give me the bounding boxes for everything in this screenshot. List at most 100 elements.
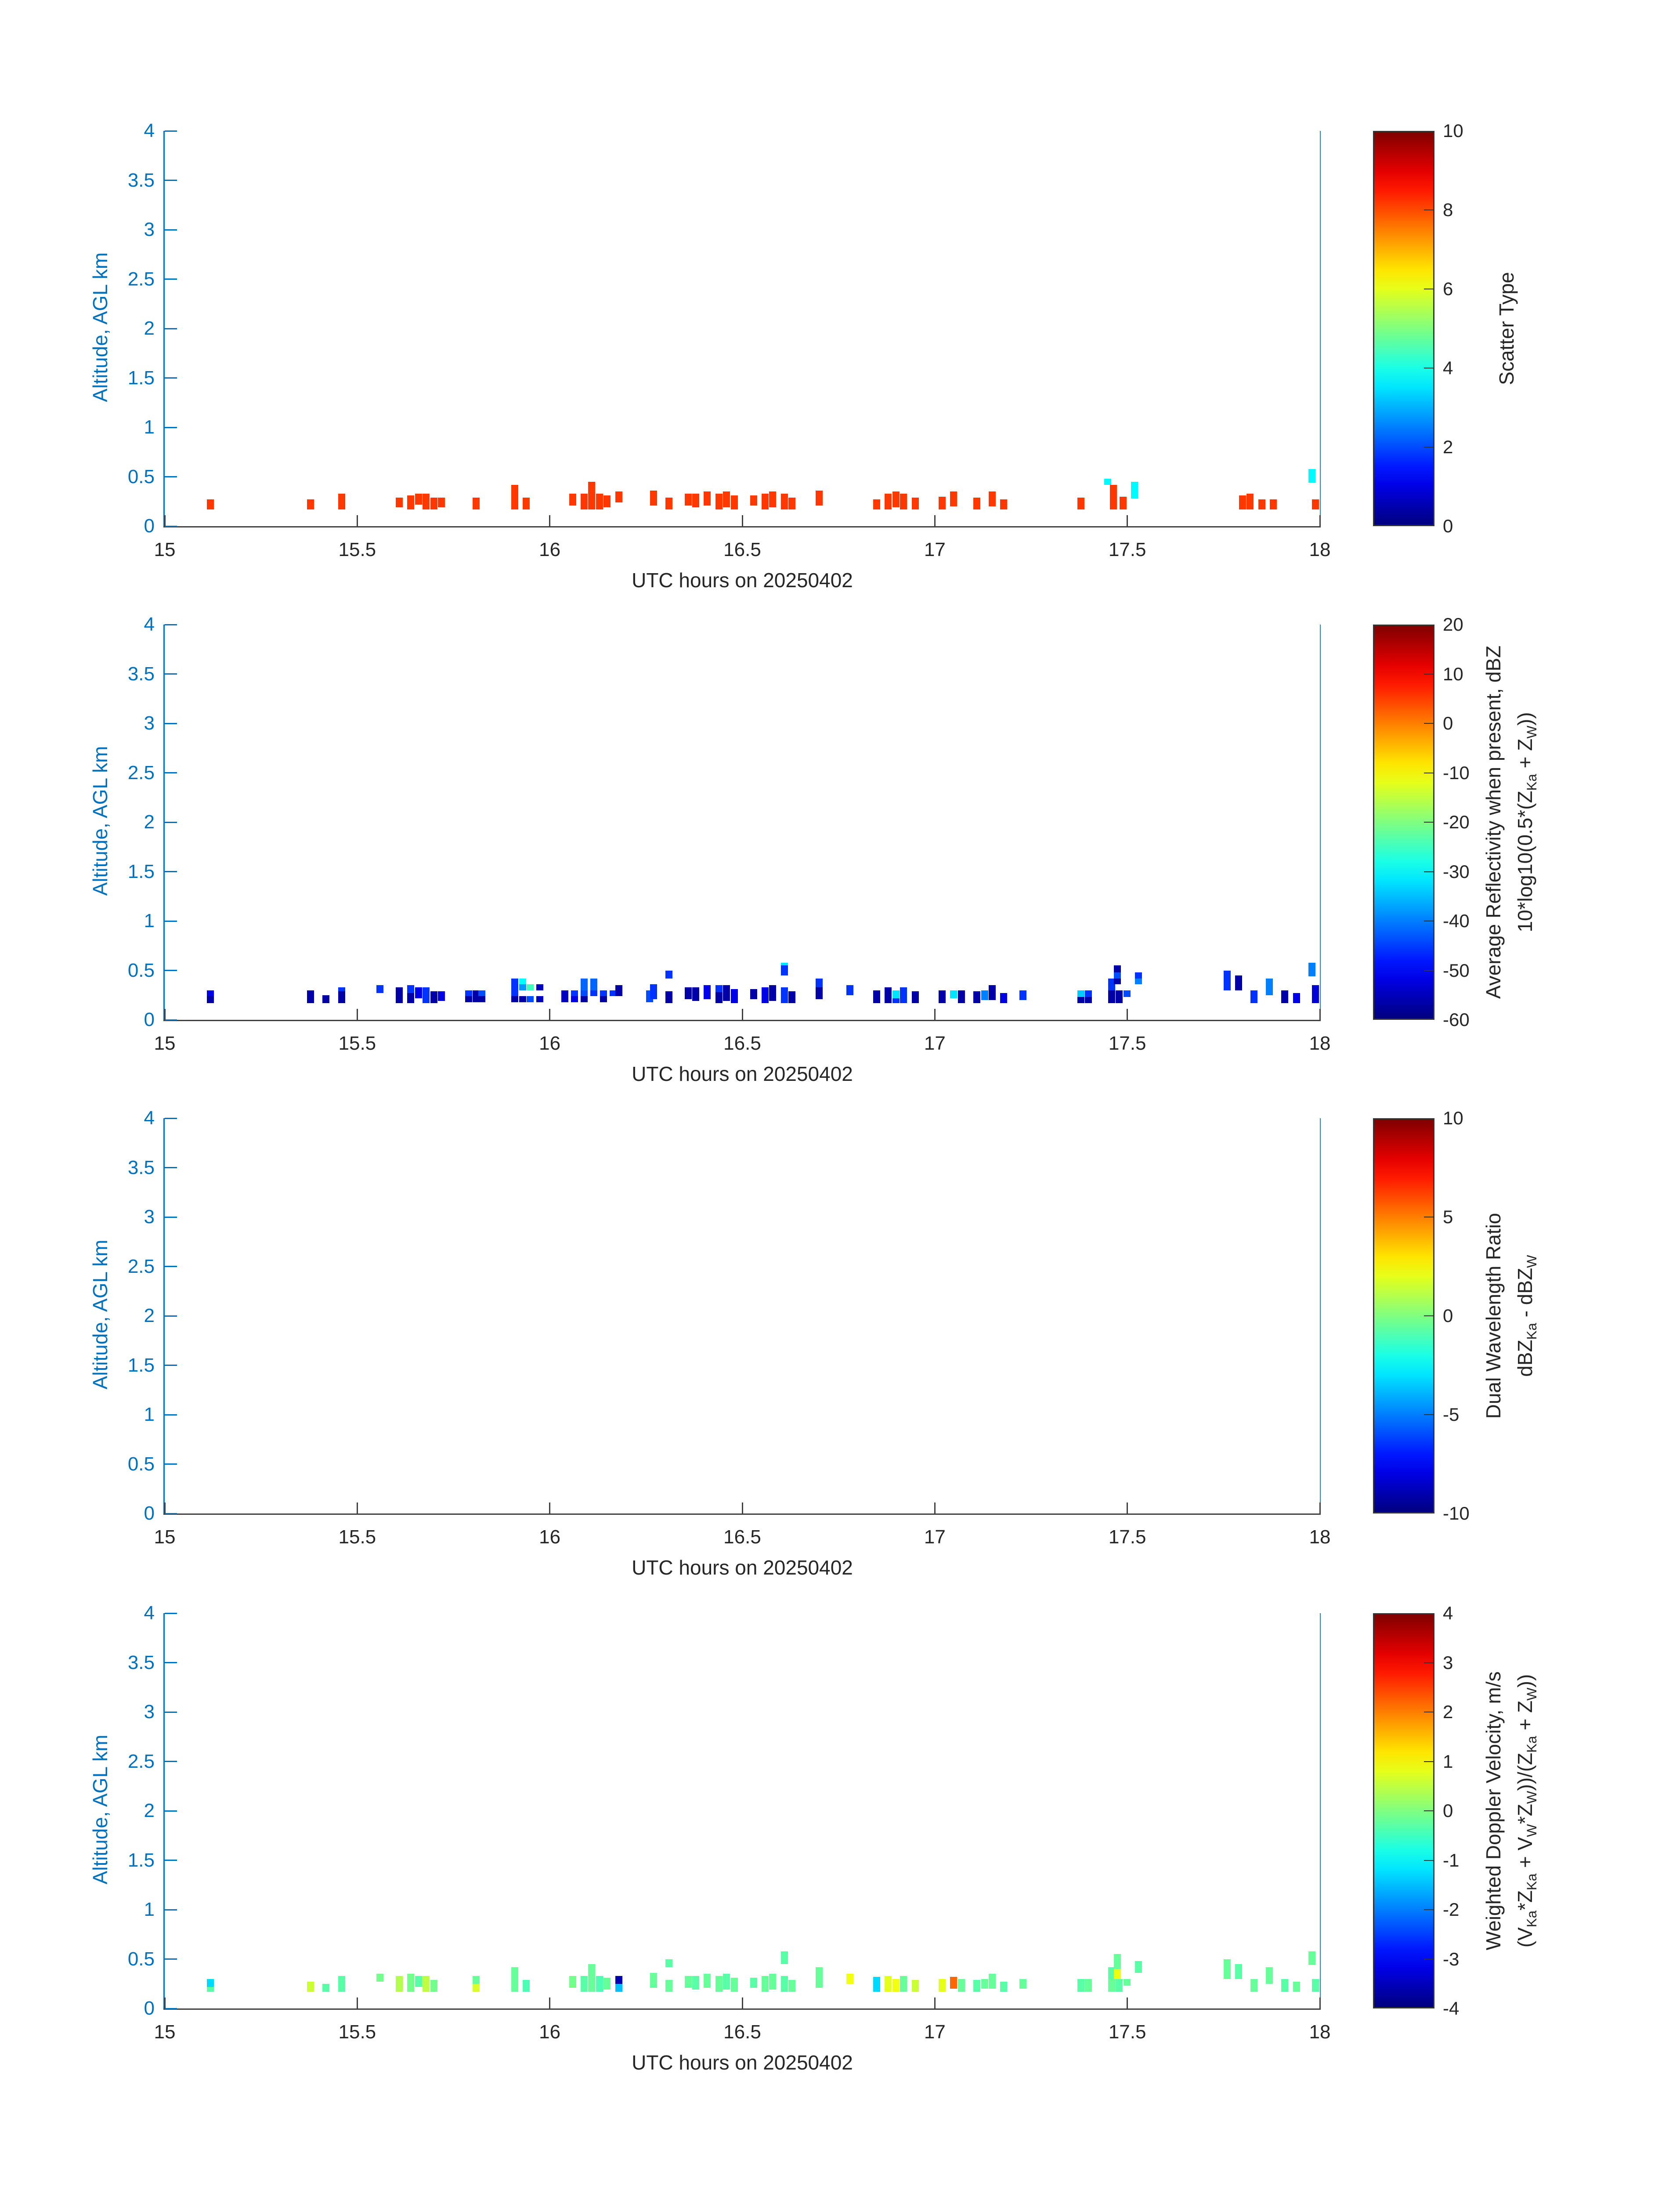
y-tick: [165, 2008, 177, 2009]
y-axis-spine: [163, 1613, 165, 2008]
x-tick: [934, 515, 936, 526]
heatmap-cell: [885, 493, 892, 509]
heatmap-cell: [950, 990, 957, 998]
heatmap-cell: [588, 481, 596, 509]
colorbar-tick-label: 6: [1443, 278, 1453, 299]
x-tick: [1319, 515, 1321, 526]
x-tick-label: 17.5: [1108, 1033, 1146, 1054]
x-tick: [164, 1009, 166, 1020]
y-tick-label: 0.5: [127, 1948, 155, 1970]
x-tick-label: 18: [1309, 1033, 1331, 1054]
x-tick: [549, 515, 551, 526]
y-tick: [165, 229, 177, 231]
y-tick-label: 4: [144, 614, 155, 635]
heatmap-cell: [511, 978, 518, 996]
heatmap-cell: [1312, 1979, 1319, 1992]
heatmap-cell: [750, 495, 757, 506]
heatmap-cell: [1281, 1979, 1289, 1992]
heatmap-cell: [423, 987, 430, 1003]
heatmap-cell: [600, 990, 607, 996]
heatmap-cell: [1308, 469, 1315, 483]
y-tick: [165, 1909, 177, 1911]
heatmap-cell: [473, 990, 480, 996]
right-spine: [1320, 131, 1321, 526]
heatmap-cell: [973, 1979, 980, 1992]
heatmap-cell: [615, 985, 622, 996]
heatmap-cell: [1266, 978, 1273, 995]
heatmap-cell: [723, 985, 730, 1001]
heatmap-cell: [527, 996, 534, 1002]
heatmap-cell: [715, 985, 723, 992]
x-tick-label: 16.5: [723, 1526, 761, 1548]
heatmap-cell: [957, 990, 965, 1003]
plot-area: [165, 131, 1320, 526]
x-tick: [741, 515, 743, 526]
x-tick: [1319, 1503, 1321, 1513]
heatmap-cell: [1223, 970, 1231, 990]
x-tick-label: 15.5: [338, 1526, 376, 1548]
colorbar-tick-label: -30: [1443, 861, 1470, 882]
heatmap-cell: [892, 990, 900, 998]
y-tick: [165, 871, 177, 872]
heatmap-cell: [580, 1976, 588, 1992]
heatmap-cell: [523, 497, 530, 509]
heatmap-cell: [473, 1976, 480, 1984]
heatmap-cell: [911, 991, 919, 1003]
y-tick: [165, 821, 177, 823]
heatmap-cell: [911, 1979, 919, 1992]
right-spine: [1320, 625, 1321, 1020]
y-tick-label: 3: [144, 1701, 155, 1723]
heatmap-cell: [1308, 1951, 1315, 1965]
x-tick: [934, 1997, 936, 2008]
colorbar-tick-label: -40: [1443, 910, 1470, 931]
y-tick-label: 0: [144, 1009, 155, 1030]
heatmap-cell: [761, 1976, 769, 1992]
heatmap-cell: [376, 1974, 384, 1982]
x-tick: [741, 1503, 743, 1513]
colorbar-tick: [1424, 723, 1433, 724]
x-tick-label: 15.5: [338, 539, 376, 560]
heatmap-cell: [939, 990, 946, 1003]
heatmap-cell: [1235, 1964, 1243, 1979]
heatmap-cell: [1085, 990, 1092, 997]
y-axis-spine: [163, 1118, 165, 1513]
heatmap-cell: [1085, 1979, 1092, 1992]
heatmap-cell: [650, 984, 657, 999]
colorbar-tick-label: -4: [1443, 1998, 1460, 2019]
heatmap-cell: [376, 985, 384, 993]
heatmap-cell: [322, 995, 330, 1003]
heatmap-cell: [519, 978, 526, 984]
heatmap-cell: [519, 996, 526, 1002]
heatmap-cell: [1293, 993, 1300, 1003]
heatmap-cell: [1250, 1979, 1258, 1992]
colorbar-tick: [1424, 1810, 1433, 1811]
heatmap-cell: [885, 1976, 892, 1992]
right-spine: [1320, 1613, 1321, 2008]
x-axis-spine: [163, 2008, 1321, 2010]
heatmap-cell: [430, 991, 437, 1003]
heatmap-cell: [338, 1976, 345, 1992]
heatmap-cell: [1000, 1982, 1008, 1992]
y-tick-label: 3.5: [127, 169, 155, 191]
heatmap-cell: [715, 1976, 723, 1992]
x-tick: [1127, 515, 1128, 526]
y-tick: [165, 130, 177, 132]
colorbar-tick: [1424, 1909, 1433, 1910]
heatmap-cell: [580, 493, 588, 509]
heatmap-cell: [571, 996, 578, 1002]
heatmap-cell: [873, 1977, 881, 1992]
y-tick: [165, 673, 177, 675]
heatmap-cell: [1246, 493, 1254, 509]
x-tick-label: 17: [924, 2021, 946, 2043]
y-tick-label: 1.5: [127, 367, 155, 389]
x-tick: [549, 1009, 551, 1020]
heatmap-cell: [207, 499, 214, 509]
colorbar-tick: [1424, 871, 1433, 872]
heatmap-cell: [1135, 1961, 1142, 1973]
x-tick: [164, 515, 166, 526]
x-tick-label: 18: [1309, 1526, 1331, 1548]
heatmap-cell: [473, 996, 480, 1002]
y-tick-label: 2: [144, 318, 155, 339]
heatmap-cell: [815, 987, 823, 999]
heatmap-cell: [1223, 1959, 1231, 1979]
